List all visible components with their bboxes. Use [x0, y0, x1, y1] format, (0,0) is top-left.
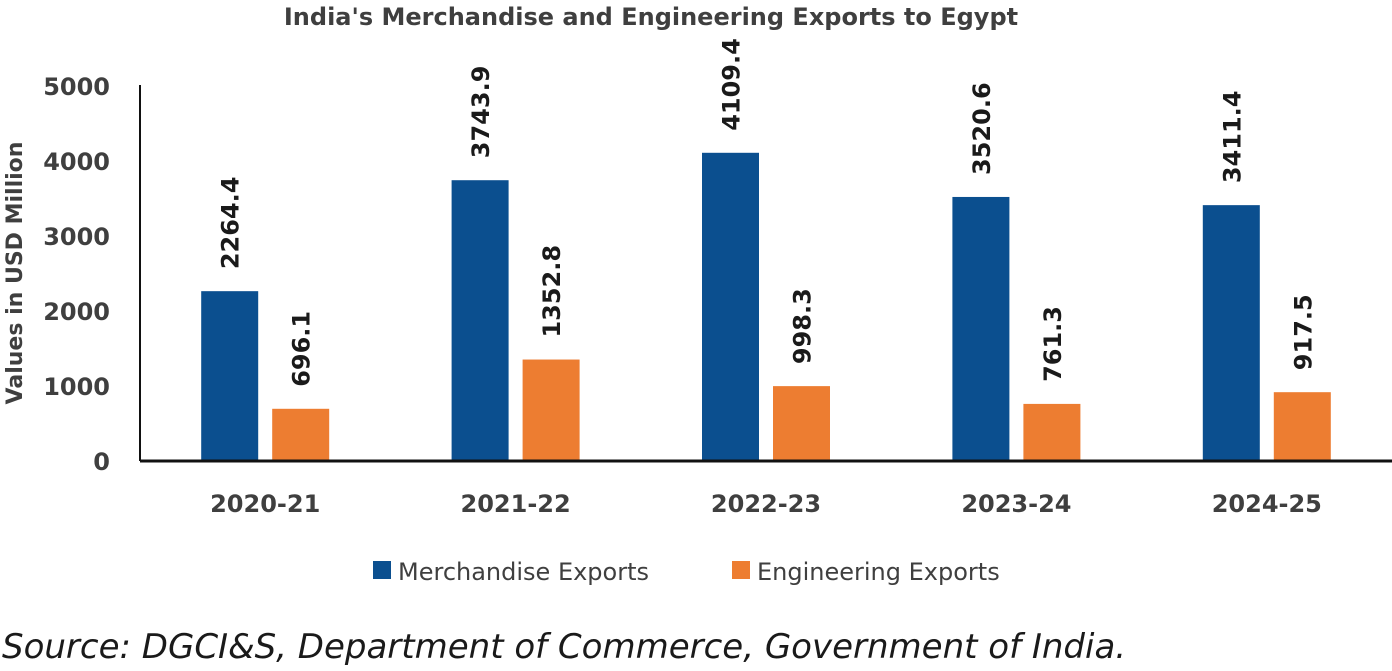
data-label: 1352.8	[538, 245, 566, 338]
x-tick-label: 2024-25	[1212, 490, 1322, 518]
bar-engineering-2023-24	[1023, 403, 1081, 461]
data-labels-group: 2264.4 696.1 3743.9 1352.8 4109.4 998.3 3520.6…	[217, 38, 1318, 387]
x-tick-label: 2023-24	[961, 490, 1071, 518]
y-tick-label: 4000	[43, 148, 110, 176]
data-label: 3743.9	[467, 66, 495, 159]
y-tick-label: 2000	[43, 298, 110, 326]
y-tick-label: 1000	[43, 373, 110, 401]
bar-merchandise-2022-23	[702, 152, 759, 462]
data-label: 917.5	[1289, 294, 1317, 370]
y-tick-label: 3000	[43, 223, 110, 251]
data-label: 4109.4	[718, 38, 746, 131]
data-label: 2264.4	[217, 177, 245, 270]
data-label: 696.1	[288, 311, 316, 387]
x-tick-label: 2020-21	[210, 490, 320, 518]
bar-merchandise-2020-21	[201, 291, 259, 461]
x-tick-label: 2021-22	[461, 490, 571, 518]
legend-label-engineering: Engineering Exports	[757, 558, 1000, 586]
y-tick-label: 5000	[43, 73, 110, 101]
legend-swatch-engineering	[732, 561, 750, 579]
chart-title: India's Merchandise and Engineering Expo…	[284, 3, 1018, 31]
source-note: Source: DGCI&S, Department of Commerce, …	[2, 627, 1126, 667]
bar-engineering-2021-22	[522, 359, 580, 461]
legend: Merchandise Exports Engineering Exports	[373, 558, 1000, 586]
bars-group	[201, 152, 1331, 462]
x-tick-label: 2022-23	[711, 490, 821, 518]
bar-engineering-2022-23	[773, 386, 830, 461]
y-axis-ticks: 0 1000 2000 3000 4000 5000	[43, 73, 110, 476]
bar-engineering-2024-25	[1273, 392, 1331, 461]
data-label: 3520.6	[968, 82, 996, 175]
data-label: 3411.4	[1218, 91, 1246, 184]
bar-merchandise-2023-24	[952, 196, 1010, 461]
bar-engineering-2020-21	[272, 408, 330, 461]
bar-merchandise-2021-22	[451, 180, 509, 461]
data-label: 998.3	[789, 288, 817, 364]
y-tick-label: 0	[93, 448, 110, 476]
bar-merchandise-2024-25	[1202, 205, 1260, 461]
legend-swatch-merchandise	[373, 561, 391, 579]
legend-label-merchandise: Merchandise Exports	[398, 558, 649, 586]
y-axis-title: Values in USD Million	[3, 142, 28, 405]
data-label: 761.3	[1039, 306, 1067, 382]
x-axis-ticks: 2020-21 2021-22 2022-23 2023-24 2024-25	[210, 490, 1322, 518]
